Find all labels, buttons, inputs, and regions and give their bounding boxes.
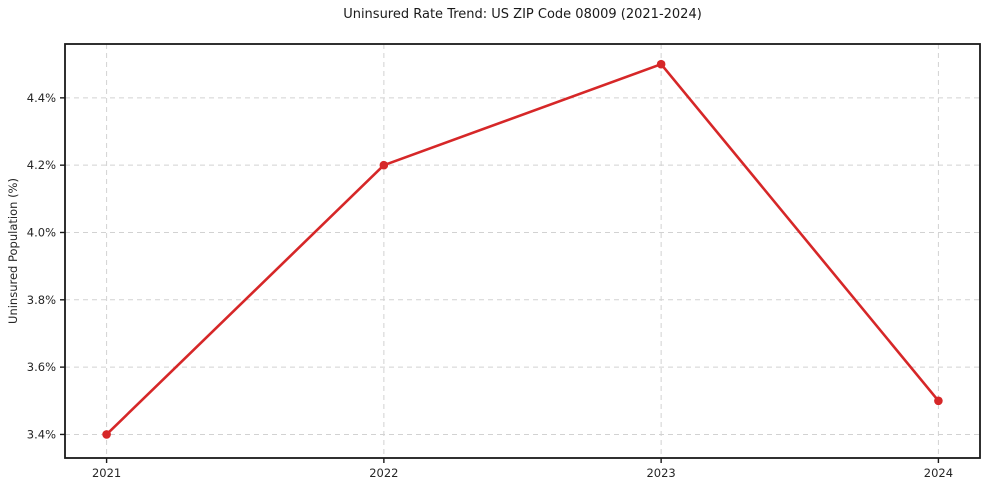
y-tick-label: 3.4% <box>27 427 56 441</box>
y-tick-label: 3.8% <box>27 293 56 307</box>
y-tick-label: 3.6% <box>27 360 56 374</box>
chart-title: Uninsured Rate Trend: US ZIP Code 08009 … <box>343 7 702 22</box>
data-point-marker <box>934 396 943 406</box>
y-tick-label: 4.4% <box>27 91 56 105</box>
x-tick-label: 2021 <box>92 466 121 480</box>
x-tick-label: 2024 <box>924 466 953 480</box>
data-point-marker <box>379 160 389 170</box>
x-tick-label: 2022 <box>369 466 398 480</box>
data-point-marker <box>102 430 111 439</box>
trend-line <box>105 62 940 436</box>
plot-border <box>64 43 981 459</box>
x-tick-label: 2023 <box>646 466 675 480</box>
y-tick-label: 4.2% <box>27 158 56 172</box>
data-point-marker <box>656 59 666 69</box>
y-tick-label: 4.0% <box>27 225 56 239</box>
